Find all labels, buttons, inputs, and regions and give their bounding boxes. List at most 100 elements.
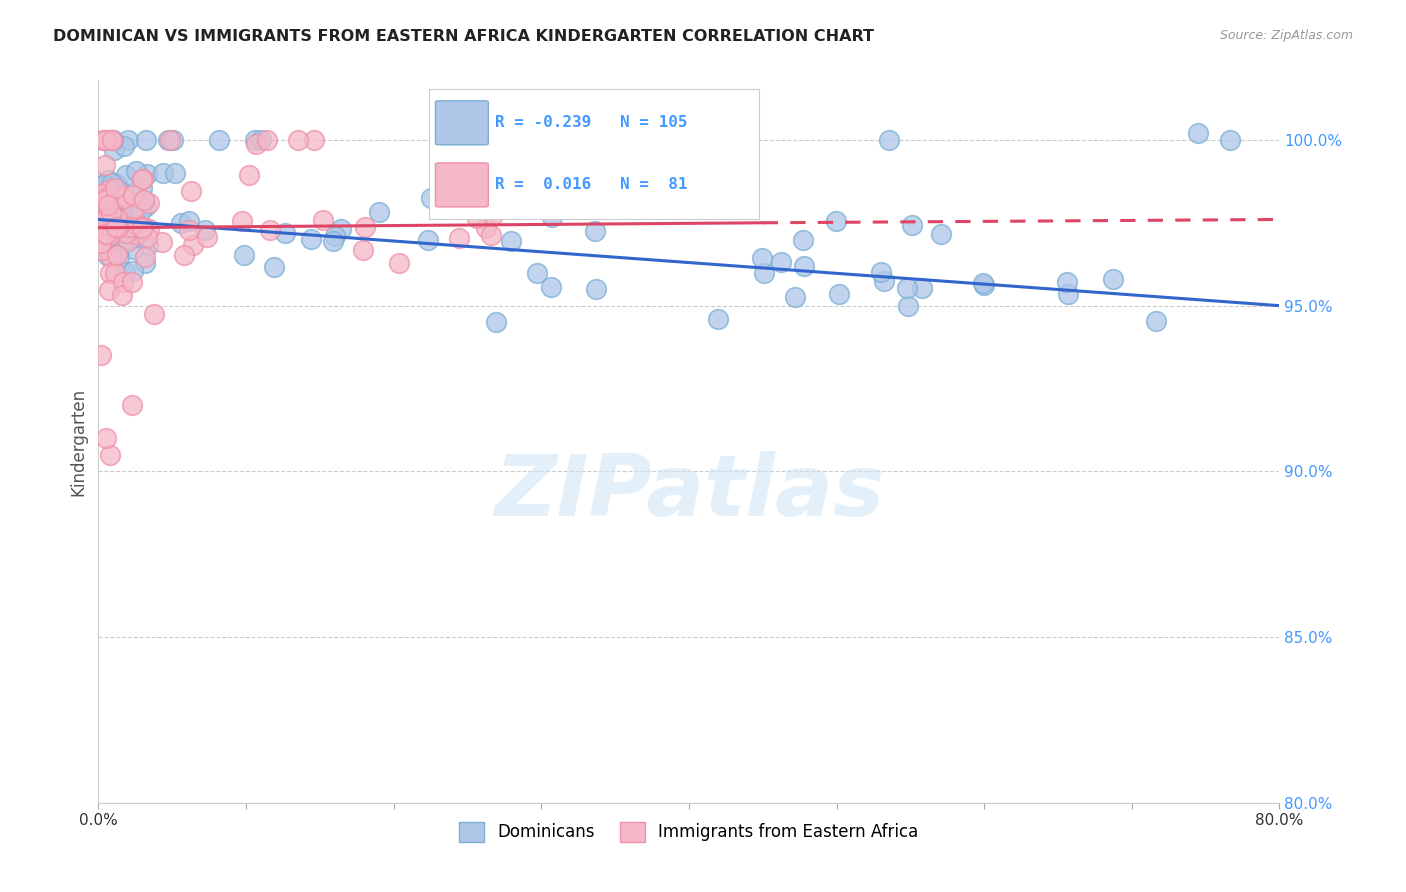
- Point: [585, 282, 607, 296]
- Point: [1102, 272, 1125, 286]
- Point: [312, 213, 335, 227]
- Point: [873, 274, 896, 288]
- Point: [124, 230, 146, 244]
- Point: [900, 218, 922, 232]
- Point: [138, 195, 160, 210]
- Point: [132, 194, 155, 208]
- Point: [792, 233, 814, 247]
- Point: [128, 219, 150, 234]
- Point: [751, 251, 773, 265]
- Point: [475, 221, 498, 235]
- Point: [354, 219, 377, 234]
- Point: [104, 214, 127, 228]
- Point: [98, 227, 121, 242]
- Point: [896, 281, 918, 295]
- Point: [897, 299, 920, 313]
- Point: [173, 247, 195, 261]
- Point: [91, 194, 114, 208]
- Point: [90, 206, 112, 220]
- Point: [972, 276, 994, 290]
- Point: [101, 210, 124, 224]
- Point: [101, 133, 124, 147]
- Point: [91, 133, 114, 147]
- Point: [499, 234, 522, 248]
- Point: [287, 133, 309, 147]
- Point: [465, 211, 488, 225]
- FancyBboxPatch shape: [436, 101, 488, 145]
- Point: [249, 133, 271, 147]
- Point: [752, 266, 775, 280]
- Point: [114, 194, 136, 209]
- Point: [367, 205, 389, 219]
- Point: [136, 229, 159, 244]
- Point: [121, 203, 143, 218]
- Point: [910, 281, 932, 295]
- Point: [108, 213, 131, 227]
- Point: [127, 218, 149, 232]
- Point: [107, 204, 129, 219]
- Point: [274, 227, 297, 241]
- Point: [179, 213, 201, 227]
- Point: [1187, 126, 1209, 140]
- Point: [299, 232, 322, 246]
- Point: [1056, 287, 1078, 301]
- Point: [352, 243, 374, 257]
- Point: [132, 171, 155, 186]
- Point: [111, 197, 134, 211]
- Point: [91, 195, 114, 210]
- Point: [181, 237, 204, 252]
- Point: [231, 213, 253, 227]
- Point: [330, 221, 353, 235]
- Point: [157, 133, 180, 147]
- Point: [136, 237, 159, 252]
- Point: [103, 180, 125, 194]
- Point: [233, 248, 256, 262]
- Point: [449, 231, 471, 245]
- Point: [91, 243, 114, 257]
- Point: [94, 178, 117, 193]
- Point: [706, 312, 728, 326]
- Point: [115, 168, 138, 182]
- Point: [117, 133, 139, 147]
- Point: [159, 133, 181, 147]
- Point: [481, 227, 503, 242]
- Point: [131, 220, 153, 235]
- Point: [1056, 275, 1078, 289]
- Point: [138, 222, 160, 236]
- Point: [96, 431, 118, 445]
- Point: [243, 133, 266, 147]
- Point: [135, 167, 157, 181]
- Point: [131, 172, 153, 186]
- Point: [124, 227, 146, 242]
- Text: R = -0.239   N = 105: R = -0.239 N = 105: [495, 115, 688, 130]
- Point: [418, 233, 440, 247]
- Point: [481, 208, 503, 222]
- Point: [973, 277, 995, 292]
- Point: [100, 233, 122, 247]
- Point: [121, 188, 143, 202]
- Point: [112, 198, 135, 212]
- Point: [100, 250, 122, 264]
- Point: [142, 307, 165, 321]
- Point: [100, 206, 122, 220]
- Point: [105, 248, 128, 262]
- Point: [122, 242, 145, 256]
- Point: [114, 265, 136, 279]
- Point: [112, 139, 135, 153]
- Point: [101, 133, 124, 147]
- Point: [90, 348, 112, 362]
- Point: [585, 224, 607, 238]
- Point: [107, 236, 129, 251]
- Point: [89, 186, 111, 201]
- Point: [97, 249, 120, 263]
- Point: [103, 223, 125, 237]
- Point: [122, 263, 145, 277]
- Point: [256, 133, 278, 147]
- Point: [170, 216, 193, 230]
- Point: [90, 235, 112, 250]
- Point: [105, 227, 128, 242]
- Point: [98, 229, 121, 244]
- Point: [94, 205, 117, 219]
- Point: [245, 136, 267, 151]
- Point: [105, 178, 128, 192]
